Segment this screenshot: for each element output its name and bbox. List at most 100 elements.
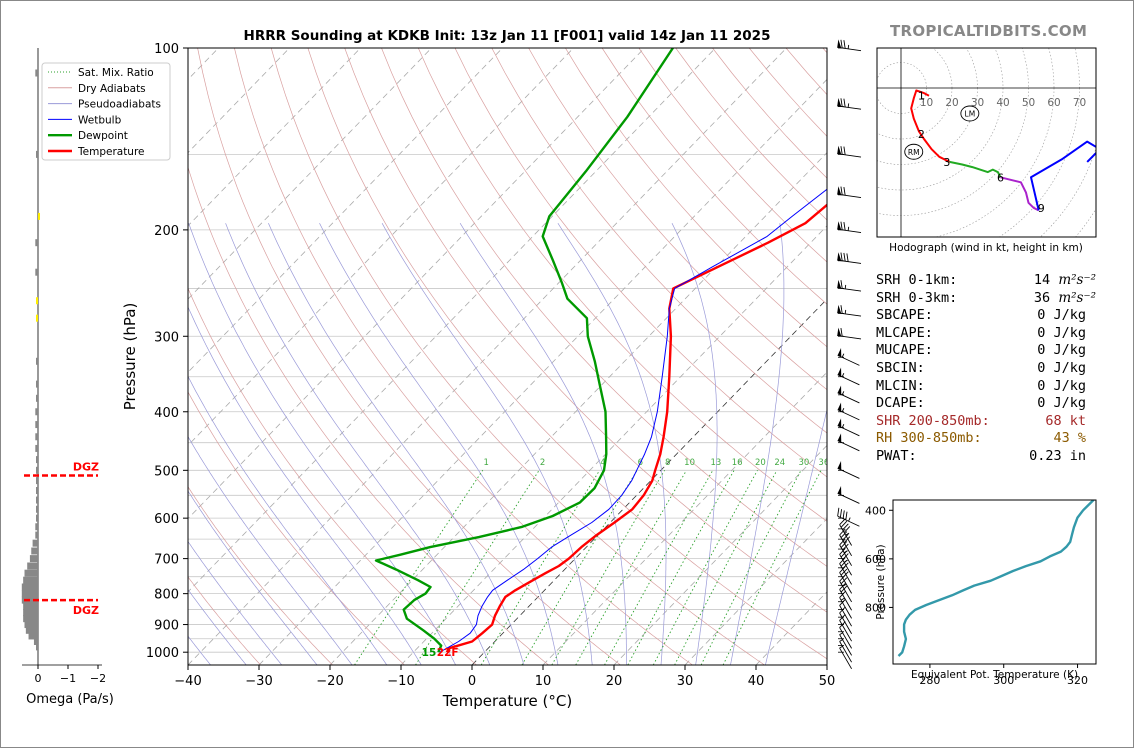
wind-barb-full [839, 614, 846, 621]
hodograph-height-label: 3 [943, 156, 950, 169]
omega-bar [35, 433, 38, 441]
mixing-ratio-line [354, 470, 484, 665]
mixing-ratio-label: 20 [755, 458, 766, 468]
mixing-ratio-label: 10 [684, 458, 695, 468]
wind-barb [837, 418, 860, 437]
param-row: SRH 0-1km: 14 m²s⁻² [876, 272, 1106, 290]
wind-barb-shaft [839, 612, 852, 635]
wind-barb-flag [837, 385, 842, 395]
param-value: 0 J/kg [1037, 377, 1086, 394]
dry-adiabat-line [491, 48, 827, 434]
wind-barb-half [847, 44, 850, 49]
wind-barb-flag [837, 327, 842, 337]
param-label: MLCIN: [876, 377, 925, 394]
hodograph-ring-label: 10 [920, 97, 933, 109]
wind-barb-full [839, 557, 846, 564]
mixing-ratio-label: 13 [710, 458, 721, 468]
wind-barb-full [839, 528, 846, 536]
omega-bar [28, 632, 38, 640]
theta-e-x-axis-label: Equivalent Pot. Temperature (K) [911, 669, 1078, 681]
wind-barb [838, 528, 852, 557]
wind-barb-half [839, 639, 844, 642]
theta-e-plot: 280 300 320 400 600 800 Equivalent Pot. Temper… [865, 499, 1097, 687]
omega-bar [35, 523, 38, 531]
wind-barb-flag [837, 279, 842, 289]
pseudoadiabat-line [188, 375, 388, 665]
dry-adiabat-line [188, 166, 549, 665]
wind-barb-full [839, 574, 846, 582]
omega-bar [21, 583, 38, 591]
wind-barb [838, 538, 852, 566]
wind-barb-shaft [839, 572, 852, 594]
wind-barb-shaft [837, 492, 860, 504]
wind-barb-full [839, 599, 846, 606]
wind-barb-flag [837, 486, 842, 495]
theta-e-x-tick-label: 280 [919, 674, 940, 687]
x-tick-label: 30 [677, 674, 694, 689]
pseudoadiabat-line [188, 306, 422, 665]
pseudoadiabat-line [188, 435, 353, 665]
wind-barb-full [843, 186, 846, 196]
wind-barb-full [840, 98, 843, 107]
omega-bar [33, 637, 38, 645]
theta-e-frame [892, 499, 1097, 665]
wind-barb-shaft [839, 641, 852, 663]
wind-barb-full [839, 566, 846, 573]
wind-barb-half [844, 309, 847, 314]
hodograph-frame [876, 47, 1097, 238]
param-row: MLCIN: 0 J/kg [876, 378, 1106, 396]
hodograph-area: 10 20 30 40 50 60 70 1 2 3 6 9 RM LM [877, 48, 1096, 237]
hodograph-ring-label: 60 [1047, 97, 1060, 109]
wind-barb-full [840, 252, 843, 261]
wind-barb-shaft [837, 409, 860, 421]
omega-bar [21, 590, 38, 598]
omega-bar [35, 421, 38, 429]
wind-barb-half [840, 597, 845, 601]
wind-barb [837, 385, 860, 404]
wind-barb [838, 645, 852, 670]
wind-barb-shaft [839, 597, 852, 619]
param-label: RH 300-850mb: [876, 430, 982, 447]
y-tick-label: 100 [154, 42, 179, 57]
x-tick-label: −30 [245, 674, 272, 689]
wind-barb-full [846, 253, 849, 262]
mixing-ratio-line [415, 470, 540, 665]
wind-barb-flag [837, 221, 842, 230]
omega-bar [35, 408, 38, 416]
param-label: SRH 0-3km: [876, 289, 958, 306]
omega-bar [23, 602, 38, 610]
omega-bar [38, 212, 40, 220]
wind-barb-half [841, 353, 845, 358]
wind-barb-half [841, 423, 845, 428]
omega-bar [25, 626, 38, 634]
omega-bar [36, 643, 38, 651]
param-label: SRH 0-1km: [876, 272, 958, 288]
theta-e-profile-line [897, 500, 1096, 657]
wind-barb-full [840, 280, 843, 289]
x-tick-label: 40 [748, 674, 765, 689]
sounding-parameters: SRH 0-1km: 14 m²s⁻² SRH 0-3km: 36 m²s⁻² SBCA… [876, 272, 1106, 466]
omega-bar [36, 357, 38, 365]
wind-barb-half [839, 632, 844, 635]
wind-barb-half [847, 103, 850, 108]
mixing-ratio-line [722, 470, 822, 665]
wind-barb-full [842, 510, 845, 519]
dgz-label-lower: DGZ [73, 604, 99, 617]
x-tick-label: 10 [535, 674, 552, 689]
omega-bar [35, 268, 38, 276]
dry-adiabat-line [197, 48, 621, 665]
wind-barb-half [844, 284, 847, 289]
mixing-ratio-line [521, 470, 638, 665]
mixing-ratio-line [627, 470, 735, 665]
param-row: SHR 200-850mb: 68 kt [876, 413, 1106, 431]
wind-barb-full [839, 621, 846, 628]
wind-barb-full [839, 509, 843, 518]
wind-barb [837, 145, 862, 158]
wind-barb-flag [837, 97, 842, 107]
param-row: MLCAPE: 0 J/kg [876, 325, 1106, 343]
pseudoadiabat-line [225, 223, 491, 665]
param-value: 43 % [1053, 430, 1086, 447]
y-axis-label: Pressure (hPa) [121, 303, 139, 411]
x-tick-label: 20 [606, 674, 623, 689]
